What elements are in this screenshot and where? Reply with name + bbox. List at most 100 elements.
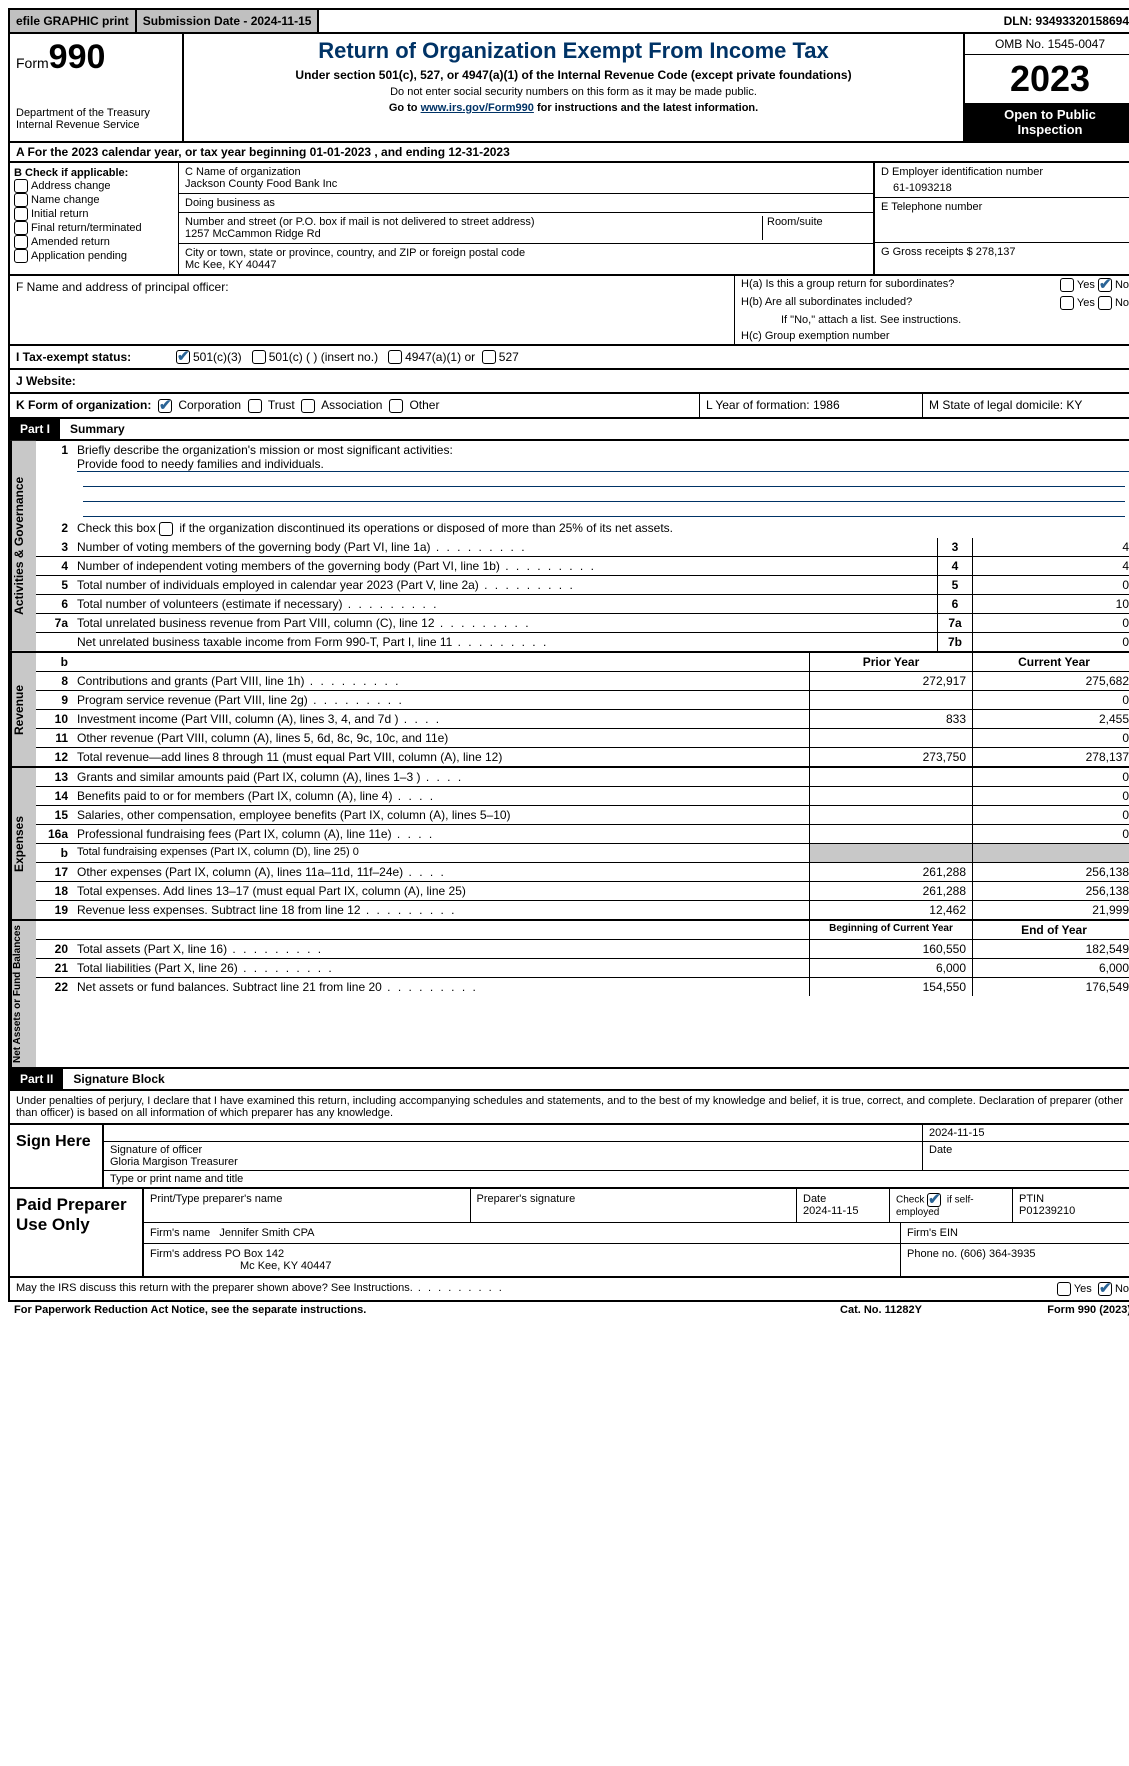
ha-no[interactable]	[1098, 278, 1112, 292]
irs-label: Internal Revenue Service	[16, 119, 176, 131]
form-subtitle-2: Do not enter social security numbers on …	[190, 86, 957, 98]
check-app-pending[interactable]	[14, 249, 28, 263]
ha-label: H(a) Is this a group return for subordin…	[741, 278, 1060, 292]
discuss-question: May the IRS discuss this return with the…	[16, 1282, 1057, 1296]
check-527[interactable]	[482, 350, 496, 364]
submission-date: Submission Date - 2024-11-15	[137, 10, 320, 32]
line21-boy: 6,000	[809, 959, 972, 977]
form-header: Form990 Department of the Treasury Inter…	[8, 34, 1129, 143]
row-a-tax-year: A For the 2023 calendar year, or tax yea…	[8, 143, 1129, 163]
line8-prior: 272,917	[809, 672, 972, 690]
cat-no: Cat. No. 11282Y	[781, 1304, 981, 1316]
check-discontinued[interactable]	[159, 522, 173, 536]
check-corp[interactable]	[158, 399, 172, 413]
discuss-yes[interactable]	[1057, 1282, 1071, 1296]
firm-ein-label: Firm's EIN	[901, 1223, 1129, 1243]
line11-prior	[809, 729, 972, 747]
check-amended[interactable]	[14, 235, 28, 249]
line7b-val: 0	[972, 633, 1129, 651]
hc-label: H(c) Group exemption number	[741, 330, 1129, 342]
line22-boy: 154,550	[809, 978, 972, 996]
check-assoc[interactable]	[301, 399, 315, 413]
street-address: 1257 McCammon Ridge Rd	[185, 228, 758, 240]
firm-addr1: PO Box 142	[225, 1248, 284, 1260]
paid-preparer-block: Paid Preparer Use Only Print/Type prepar…	[8, 1189, 1129, 1278]
check-other[interactable]	[389, 399, 403, 413]
pra-notice: For Paperwork Reduction Act Notice, see …	[14, 1304, 781, 1316]
mission-text: Provide food to needy families and indiv…	[77, 457, 1129, 472]
prep-name-label: Print/Type preparer's name	[144, 1189, 471, 1222]
check-trust[interactable]	[248, 399, 262, 413]
line7a-val: 0	[972, 614, 1129, 632]
vtab-revenue: Revenue	[10, 653, 36, 766]
footer: For Paperwork Reduction Act Notice, see …	[8, 1302, 1129, 1318]
j-website: J Website:	[8, 370, 1129, 394]
line9-prior	[809, 691, 972, 709]
top-bar: efile GRAPHIC print Submission Date - 20…	[8, 8, 1129, 34]
e-phone-label: E Telephone number	[875, 198, 1129, 243]
sig-officer-label: Signature of officer	[110, 1144, 916, 1156]
ptin: P01239210	[1019, 1205, 1075, 1217]
vtab-expenses: Expenses	[10, 768, 36, 919]
dept-label: Department of the Treasury	[16, 107, 176, 119]
eoy-header: End of Year	[972, 921, 1129, 939]
check-name-change[interactable]	[14, 193, 28, 207]
line16a-current: 0	[972, 825, 1129, 843]
irs-link[interactable]: www.irs.gov/Form990	[421, 102, 534, 114]
i-row: I Tax-exempt status: 501(c)(3) 501(c) ( …	[8, 346, 1129, 370]
form-subtitle-3: Go to www.irs.gov/Form990 for instructio…	[190, 102, 957, 114]
hb-yes[interactable]	[1060, 296, 1074, 310]
activities-governance-section: Activities & Governance 1 Briefly descri…	[8, 441, 1129, 653]
prep-sig-label: Preparer's signature	[471, 1189, 798, 1222]
form-word: Form	[16, 55, 49, 71]
check-initial-return[interactable]	[14, 207, 28, 221]
line10-prior: 833	[809, 710, 972, 728]
check-self-employed[interactable]	[927, 1193, 941, 1207]
officer-name: Gloria Margison Treasurer	[110, 1156, 916, 1168]
check-4947[interactable]	[388, 350, 402, 364]
ein-value: 61-1093218	[881, 178, 1129, 194]
hb-label: H(b) Are all subordinates included?	[741, 296, 1060, 310]
boy-header: Beginning of Current Year	[809, 921, 972, 939]
check-501c3[interactable]	[176, 350, 190, 364]
hb-no[interactable]	[1098, 296, 1112, 310]
ha-yes[interactable]	[1060, 278, 1074, 292]
line19-current: 21,999	[972, 901, 1129, 919]
line8-current: 275,682	[972, 672, 1129, 690]
hb-note: If "No," attach a list. See instructions…	[741, 314, 1129, 326]
check-final-return[interactable]	[14, 221, 28, 235]
mission-label: Briefly describe the organization's miss…	[77, 443, 453, 457]
check-501c[interactable]	[252, 350, 266, 364]
gross-receipts: 278,137	[976, 246, 1016, 258]
line13-current: 0	[972, 768, 1129, 786]
room-label: Room/suite	[763, 216, 867, 240]
discuss-row: May the IRS discuss this return with the…	[8, 1278, 1129, 1302]
line19-prior: 12,462	[809, 901, 972, 919]
f-label: F Name and address of principal officer:	[16, 280, 728, 294]
l-year-formation: L Year of formation: 1986	[700, 394, 923, 417]
m-state-domicile: M State of legal domicile: KY	[923, 394, 1129, 417]
line12-prior: 273,750	[809, 748, 972, 766]
efile-label: efile GRAPHIC print	[10, 10, 137, 32]
line3-val: 4	[972, 538, 1129, 556]
line17-current: 256,138	[972, 863, 1129, 881]
line15-current: 0	[972, 806, 1129, 824]
discuss-no[interactable]	[1098, 1282, 1112, 1296]
paid-preparer-label: Paid Preparer Use Only	[10, 1189, 144, 1276]
form-title: Return of Organization Exempt From Incom…	[190, 38, 957, 64]
vtab-net-assets: Net Assets or Fund Balances	[10, 921, 36, 1067]
check-address-change[interactable]	[14, 179, 28, 193]
form-number: 990	[49, 38, 106, 76]
dln: DLN: 93493320158694	[998, 10, 1129, 32]
b-label: B Check if applicable:	[14, 167, 174, 179]
d-ein-label: D Employer identification number	[881, 166, 1129, 178]
g-gross-label: G Gross receipts $	[881, 246, 976, 258]
line9-current: 0	[972, 691, 1129, 709]
f-h-block: F Name and address of principal officer:…	[8, 276, 1129, 346]
date-label: Date	[923, 1142, 1129, 1170]
line4-val: 4	[972, 557, 1129, 575]
line20-boy: 160,550	[809, 940, 972, 958]
line6-val: 10	[972, 595, 1129, 613]
dba-label: Doing business as	[179, 194, 873, 213]
expenses-section: Expenses 13Grants and similar amounts pa…	[8, 768, 1129, 921]
